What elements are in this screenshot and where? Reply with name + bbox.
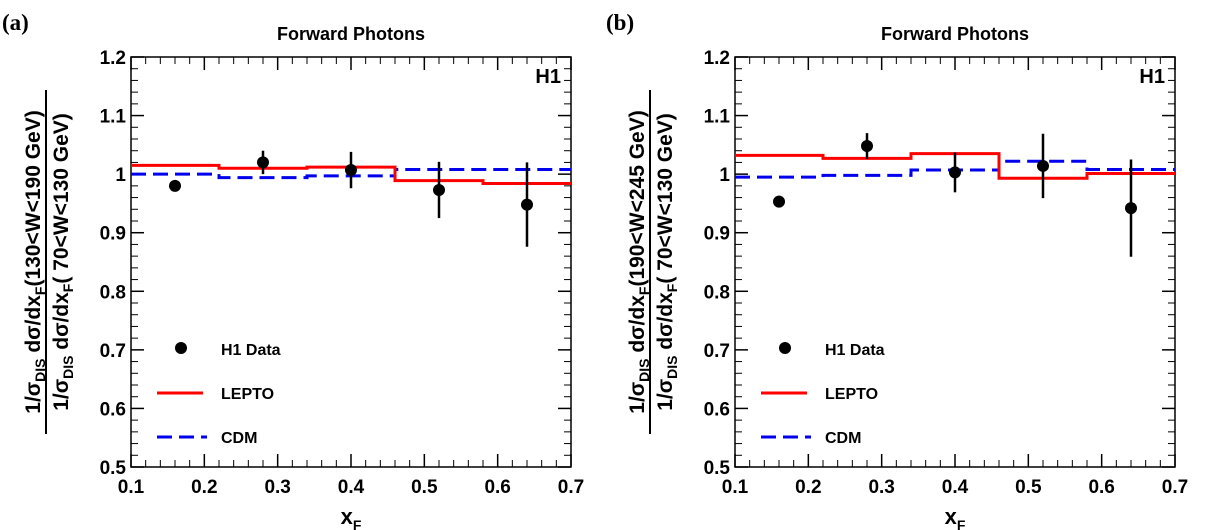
data-point [169, 179, 181, 192]
y-label-numerator: 1/σDIS dσ/dxF(190<W<245 GeV) [626, 110, 652, 413]
legend-label-data: H1 Data [221, 342, 281, 359]
data-point [773, 195, 785, 208]
x-tick-label: 0.3 [264, 477, 290, 498]
y-tick-label: 0.8 [704, 282, 730, 303]
data-point [521, 198, 533, 211]
y-tick-label: 0.9 [704, 224, 730, 245]
x-tick-label: 0.1 [722, 477, 749, 498]
x-axis-label: xF [945, 504, 966, 530]
legend: H1 Data LEPTO CDM [157, 342, 281, 447]
y-tick-label: 0.8 [100, 282, 126, 303]
legend: H1 Data LEPTO CDM [761, 342, 885, 447]
data-point [345, 164, 357, 177]
y-axis-label: 1/σDIS dσ/dxF(190<W<245 GeV)1/σDIS dσ/dx… [626, 90, 680, 434]
panel-label: (a) [2, 10, 29, 35]
experiment-label: H1 [535, 66, 561, 88]
legend-label-lepto: LEPTO [825, 386, 878, 403]
x-axis-label: xF [341, 504, 362, 530]
y-axis-label: 1/σDIS dσ/dxF(130<W<190 GeV)1/σDIS dσ/dx… [22, 90, 76, 434]
x-tick-label: 0.2 [795, 477, 821, 498]
y-label-denominator: 1/σDIS dσ/dxF( 70<W<130 GeV) [654, 113, 680, 411]
legend-label-cdm: CDM [825, 430, 861, 447]
y-tick-label: 0.9 [100, 224, 126, 245]
x-tick-label: 0.6 [1088, 477, 1114, 498]
y-tick-label: 1.2 [704, 48, 730, 69]
plot-frame [130, 56, 572, 468]
x-tick-label: 0.5 [411, 477, 438, 498]
x-tick-label: 0.1 [118, 477, 145, 498]
y-tick-label: 1 [719, 165, 730, 186]
legend-marker-data [175, 342, 187, 354]
panel-label: (b) [606, 10, 634, 35]
legend-label-lepto: LEPTO [221, 386, 274, 403]
y-tick-label: 0.5 [704, 458, 731, 479]
y-tick-label: 1.1 [704, 107, 731, 128]
data-point [433, 183, 445, 196]
x-tick-label: 0.3 [868, 477, 894, 498]
x-tick-label: 0.4 [338, 477, 365, 498]
plot-frame [734, 56, 1176, 468]
y-tick-label: 0.7 [100, 341, 126, 362]
chart-b-svg: (b) Forward Photons H1 0.5 0.6 0.7 0.8 0.9 1 1.1 1… [606, 10, 1188, 530]
y-label-denominator: 1/σDIS dσ/dxF( 70<W<130 GeV) [50, 113, 76, 411]
data-point [861, 140, 873, 153]
x-tick-label: 0.7 [1162, 477, 1188, 498]
chart-panel-a: (a) Forward Photons H1 0.5 0.6 0.7 0.8 0.9 1 1.1 1… [2, 10, 584, 530]
cdm-series-line [131, 167, 571, 180]
data-point [1037, 159, 1049, 172]
data-point [949, 166, 961, 179]
y-tick-label: 0.7 [704, 341, 730, 362]
x-tick-label: 0.6 [484, 477, 510, 498]
legend-label-cdm: CDM [221, 430, 257, 447]
legend-marker-data [779, 342, 791, 354]
x-tick-label: 0.2 [191, 477, 217, 498]
chart-title: Forward Photons [277, 24, 425, 44]
x-tick-label: 0.7 [558, 477, 584, 498]
y-tick-label: 0.6 [704, 399, 730, 420]
data-point [257, 156, 269, 169]
y-tick-label: 1.2 [100, 48, 126, 69]
y-tick-label: 1 [115, 165, 126, 186]
x-tick-label: 0.4 [942, 477, 969, 498]
experiment-label: H1 [1139, 66, 1165, 88]
x-tick-label: 0.5 [1015, 477, 1042, 498]
y-tick-label: 0.6 [100, 399, 126, 420]
y-label-numerator: 1/σDIS dσ/dxF(130<W<190 GeV) [22, 110, 48, 413]
chart-title: Forward Photons [881, 24, 1029, 44]
chart-a-svg: (a) Forward Photons H1 0.5 0.6 0.7 0.8 0.9 1 1.1 1… [2, 10, 584, 530]
legend-label-data: H1 Data [825, 342, 885, 359]
chart-panel-b: (b) Forward Photons H1 0.5 0.6 0.7 0.8 0.9 1 1.1 1… [604, 0, 1208, 530]
data-point [1125, 202, 1137, 215]
y-tick-label: 1.1 [100, 107, 127, 128]
y-tick-label: 0.5 [100, 458, 127, 479]
